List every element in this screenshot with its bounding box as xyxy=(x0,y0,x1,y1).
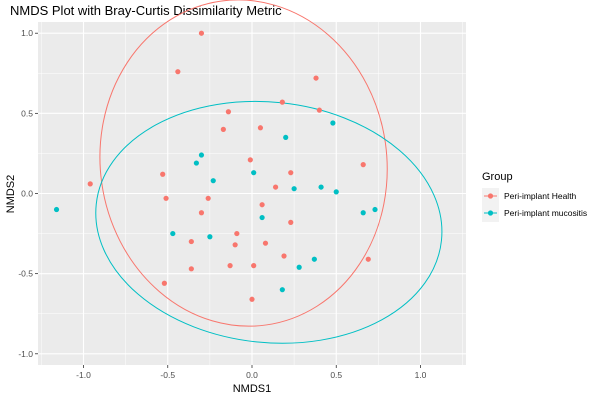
point-peri-implant-mucositis xyxy=(210,178,216,184)
y-tick-label: -1.0 xyxy=(18,349,33,359)
legend-label-peri-implant-health: Peri-implant Health xyxy=(504,191,577,201)
legend-key-point-peri-implant-mucositis xyxy=(487,210,494,216)
point-peri-implant-mucositis xyxy=(372,206,378,213)
point-peri-implant-health xyxy=(225,109,232,115)
point-peri-implant-mucositis xyxy=(296,264,302,270)
point-peri-implant-mucositis xyxy=(251,170,257,176)
point-peri-implant-mucositis xyxy=(170,230,176,237)
point-peri-implant-health xyxy=(232,242,238,248)
point-peri-implant-mucositis xyxy=(198,152,205,158)
point-peri-implant-health xyxy=(313,75,319,81)
point-peri-implant-health xyxy=(160,171,166,177)
point-peri-implant-mucositis xyxy=(259,214,265,221)
point-peri-implant-health xyxy=(198,210,205,216)
point-peri-implant-mucositis xyxy=(207,234,213,240)
legend-key-point-peri-implant-health xyxy=(487,193,494,199)
point-peri-implant-health xyxy=(247,157,253,163)
point-peri-implant-health xyxy=(188,238,194,245)
legend-items: Peri-implant Health Peri-implant mucositi… xyxy=(482,188,587,222)
point-peri-implant-mucositis xyxy=(360,210,366,216)
point-peri-implant-health xyxy=(249,296,255,302)
point-peri-implant-health xyxy=(234,230,240,237)
point-peri-implant-health xyxy=(220,126,226,132)
y-tick-label: -0.5 xyxy=(18,269,33,279)
y-tick-label: 0.5 xyxy=(21,108,33,118)
y-axis-ticks: -1.0 -0.5 0.0 0.5 1.0 xyxy=(18,28,38,359)
point-peri-implant-health xyxy=(198,30,205,36)
point-peri-implant-mucositis xyxy=(330,120,336,126)
point-peri-implant-health xyxy=(175,69,181,75)
point-peri-implant-health xyxy=(360,162,366,168)
point-peri-implant-health xyxy=(316,107,323,113)
point-peri-implant-health xyxy=(365,256,371,262)
point-peri-implant-mucositis xyxy=(333,189,339,195)
point-peri-implant-health xyxy=(259,202,265,208)
point-peri-implant-health xyxy=(227,263,233,269)
point-peri-implant-mucositis xyxy=(279,287,285,293)
point-peri-implant-mucositis xyxy=(318,184,324,190)
x-axis-label: NMDS1 xyxy=(233,383,272,395)
legend-title: Group xyxy=(482,171,513,183)
x-tick-label: -0.5 xyxy=(160,370,175,380)
x-tick-label: 0.0 xyxy=(246,370,258,380)
point-peri-implant-mucositis xyxy=(283,134,289,141)
point-peri-implant-mucositis xyxy=(193,160,199,166)
point-peri-implant-mucositis xyxy=(311,256,317,262)
point-peri-implant-health xyxy=(161,280,167,286)
point-peri-implant-health xyxy=(257,125,264,131)
legend: Group Peri-implant Health Peri-implant mu… xyxy=(482,171,587,222)
point-peri-implant-mucositis xyxy=(53,206,60,213)
point-peri-implant-health xyxy=(262,240,269,246)
y-tick-label: 1.0 xyxy=(21,28,33,38)
y-axis-label: NMDS2 xyxy=(5,175,17,214)
point-peri-implant-mucositis xyxy=(291,186,297,192)
point-peri-implant-health xyxy=(272,184,279,190)
point-peri-implant-health xyxy=(205,195,211,201)
x-tick-label: 0.5 xyxy=(330,370,342,380)
point-peri-implant-health xyxy=(288,219,294,225)
y-tick-label: 0.0 xyxy=(21,189,33,199)
grid-lines xyxy=(38,22,466,365)
x-tick-label: -1.0 xyxy=(76,370,91,380)
point-peri-implant-health xyxy=(163,195,169,201)
x-tick-label: 1.0 xyxy=(415,370,427,380)
point-peri-implant-health xyxy=(251,263,257,269)
point-peri-implant-health xyxy=(279,99,285,105)
point-peri-implant-health xyxy=(288,170,294,176)
point-peri-implant-health xyxy=(281,253,287,259)
point-peri-implant-health xyxy=(188,266,194,272)
chart-title: NMDS Plot with Bray-Curtis Dissimilarity… xyxy=(10,3,282,18)
legend-label-peri-implant-mucositis: Peri-implant mucositis xyxy=(504,208,587,218)
point-peri-implant-health xyxy=(87,181,93,187)
x-axis-ticks: -1.0 -0.5 0.0 0.5 1.0 xyxy=(76,365,427,380)
data-points xyxy=(53,30,378,302)
